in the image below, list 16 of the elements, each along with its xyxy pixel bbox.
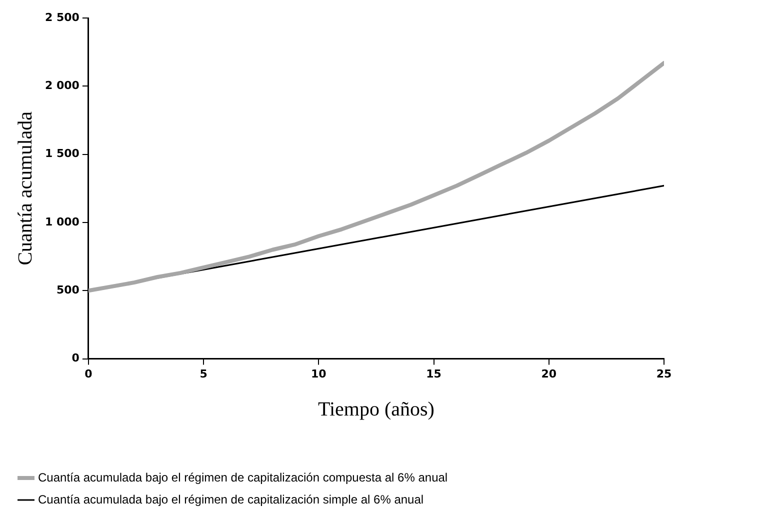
y-tick-label: 500 [56,284,80,296]
x-tick-label: 15 [426,367,442,380]
x-tick-label: 0 [84,367,93,380]
x-tick-label: 20 [541,367,557,380]
y-tick-label: 2 500 [44,10,80,24]
y-tick-label: 1 500 [44,147,80,160]
x-axis-title: Tiempo (años) [318,398,434,420]
y-axis-title: Cuantía acumulada [14,111,36,266]
legend-label: Cuantía acumulada bajo el régimen de capitalización compuesta al 6% anual [38,470,448,484]
legend-label: Cuantía acumulada bajo el régimen de capitalización simple al 6% anual [38,492,424,506]
x-tick-label: 5 [200,367,208,380]
y-tick-label: 0 [72,352,80,365]
x-tick-label: 25 [656,367,672,380]
x-tick-label: 10 [311,367,327,380]
y-tick-label: 1 000 [44,215,80,228]
y-tick-label: 2 000 [44,79,80,92]
